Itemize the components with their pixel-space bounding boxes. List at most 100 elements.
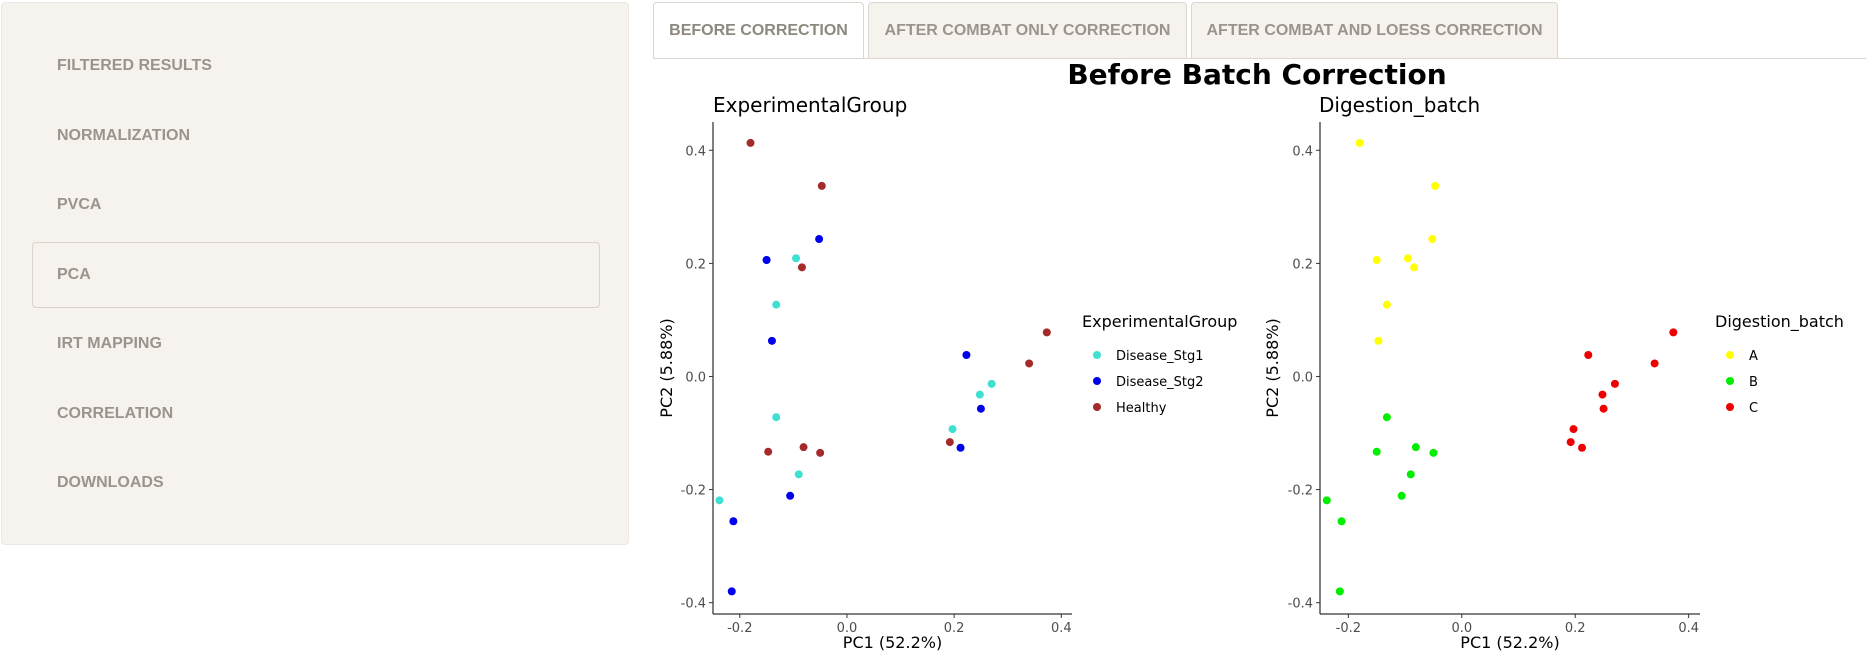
legend-key (1726, 377, 1734, 385)
data-point (799, 443, 808, 452)
sidebar-item-correlation[interactable]: CORRELATION (32, 381, 600, 447)
legend-key (1093, 377, 1101, 385)
sidebar-item-pvca[interactable]: PVCA (32, 172, 600, 238)
sidebar-item-downloads[interactable]: DOWNLOADS (32, 450, 600, 516)
data-point (1337, 517, 1346, 526)
sidebar-item-pca[interactable]: PCA (32, 242, 600, 308)
legend-key (1726, 403, 1734, 411)
panel-experimental-group: ExperimentalGroup -0.4 -0.2 0.0 0.2 0.4 -0.2 0.… (657, 93, 1237, 651)
sidebar-item-label: CORRELATION (57, 405, 174, 422)
sidebar-item-label: IRT MAPPING (57, 335, 162, 352)
data-point (1372, 447, 1381, 456)
legend-title: ExperimentalGroup (1082, 312, 1237, 331)
legend-label: B (1749, 375, 1758, 390)
data-point (1335, 587, 1344, 596)
sidebar-item-label: NORMALIZATION (57, 127, 191, 144)
data-point (1429, 448, 1438, 457)
tab-label: BEFORE CORRECTION (669, 22, 848, 39)
sidebar-item-irt-mapping[interactable]: IRT MAPPING (32, 311, 600, 377)
tab-divider (653, 58, 1866, 59)
data-point (794, 470, 803, 479)
data-point (1406, 470, 1415, 479)
y-tick-label: 0.0 (685, 370, 706, 385)
legend-label: A (1749, 349, 1758, 364)
plot-main-title: Before Batch Correction (1067, 58, 1446, 91)
data-point (962, 350, 971, 359)
legend-label: Healthy (1116, 401, 1167, 416)
data-point (945, 438, 954, 447)
data-point (797, 263, 806, 272)
data-point (715, 496, 724, 505)
data-point (976, 404, 985, 413)
tab-label: AFTER COMBAT ONLY CORRECTION (884, 21, 1171, 39)
tab-label: AFTER COMBAT AND LOESS CORRECTION (1206, 21, 1543, 39)
data-point (729, 517, 738, 526)
legend-label: Disease_Stg1 (1116, 349, 1204, 364)
y-tick-label: 0.2 (685, 257, 706, 272)
x-axis-label: PC1 (52.2%) (1460, 633, 1559, 651)
data-point (764, 447, 773, 456)
tab-after-combat-loess[interactable]: AFTER COMBAT AND LOESS CORRECTION (1191, 2, 1558, 58)
tab-before-correction[interactable]: BEFORE CORRECTION (653, 2, 864, 59)
data-point (792, 254, 801, 263)
sidebar-item-label: PCA (57, 266, 91, 283)
data-point (1382, 300, 1391, 309)
data-point (1411, 443, 1420, 452)
data-point (786, 491, 795, 500)
data-point (1599, 404, 1608, 413)
data-point (1428, 235, 1437, 244)
data-point (1610, 379, 1619, 388)
sidebar-item-label: PVCA (57, 196, 102, 213)
data-point (816, 448, 825, 457)
data-point (1042, 328, 1051, 337)
data-point (975, 390, 984, 399)
sidebar-item-filtered-results[interactable]: FILTERED RESULTS (32, 33, 600, 99)
data-point (815, 235, 824, 244)
panel-title: Digestion_batch (1319, 93, 1480, 117)
x-tick-label: 0.0 (837, 621, 858, 636)
data-point (772, 300, 781, 309)
data-point (1569, 425, 1578, 434)
x-tick-label: 0.4 (1678, 621, 1699, 636)
x-tick-label: -0.2 (727, 621, 752, 636)
data-point (772, 413, 781, 422)
legend-key (1093, 351, 1101, 359)
sidebar-item-label: FILTERED RESULTS (57, 57, 212, 74)
data-point (1403, 254, 1412, 263)
data-point (1374, 336, 1383, 345)
data-point (948, 425, 957, 434)
data-point (1410, 263, 1419, 272)
x-tick-label: 0.2 (944, 621, 965, 636)
x-tick-label: -0.2 (1336, 621, 1361, 636)
data-point (956, 443, 965, 452)
panel-digestion-batch: Digestion_batch -0.4 -0.2 0.0 0.2 0.4 -0.2 0.0 0… (1263, 93, 1844, 651)
data-point (1650, 359, 1659, 368)
y-tick-label: -0.4 (1288, 597, 1313, 612)
data-point (1322, 496, 1331, 505)
legend-key (1726, 351, 1734, 359)
panel-title: ExperimentalGroup (713, 93, 907, 117)
data-point (1372, 255, 1381, 264)
data-point (767, 336, 776, 345)
data-point (1578, 443, 1587, 452)
data-point (1566, 438, 1575, 447)
legend-label: Disease_Stg2 (1116, 375, 1204, 390)
data-point (1598, 390, 1607, 399)
tab-after-combat-only[interactable]: AFTER COMBAT ONLY CORRECTION (868, 2, 1187, 58)
data-point (987, 379, 996, 388)
data-point (817, 181, 826, 190)
data-point (762, 255, 771, 264)
data-point (1382, 413, 1391, 422)
sidebar-item-normalization[interactable]: NORMALIZATION (32, 103, 600, 169)
y-tick-label: 0.0 (1292, 370, 1313, 385)
x-tick-label: 0.2 (1565, 621, 1586, 636)
y-axis-label: PC2 (5.88%) (1263, 318, 1282, 417)
y-tick-label: -0.2 (1288, 484, 1313, 499)
legend-key (1093, 403, 1101, 411)
y-tick-label: -0.4 (681, 597, 706, 612)
y-tick-label: 0.4 (685, 144, 706, 159)
x-axis-label: PC1 (52.2%) (843, 633, 942, 651)
y-tick-label: 0.4 (1292, 144, 1313, 159)
data-point (1669, 328, 1678, 337)
